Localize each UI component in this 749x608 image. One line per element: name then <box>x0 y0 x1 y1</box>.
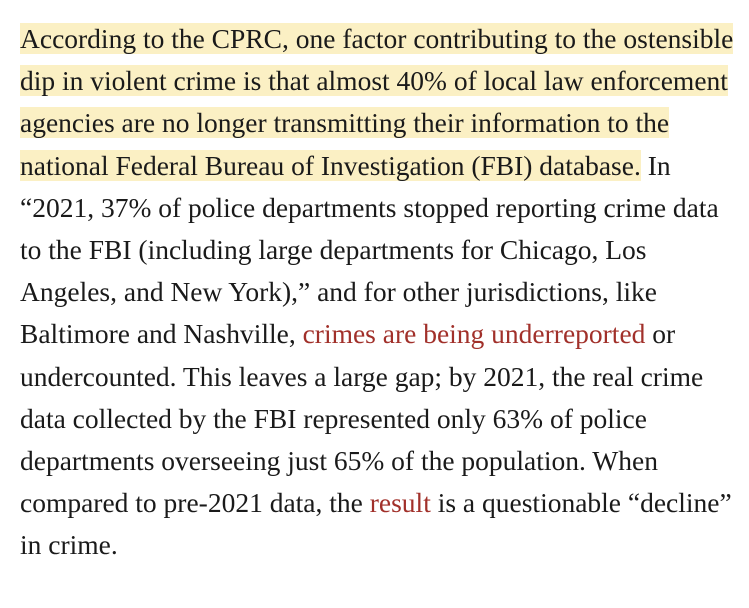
underreported-link[interactable]: crimes are being underreported <box>302 318 646 350</box>
result-link[interactable]: result <box>369 487 431 519</box>
article-paragraph: According to the CPRC, one factor contri… <box>20 18 740 567</box>
paragraph-text-3: is a questionable “decline” in crime. <box>20 487 732 561</box>
paragraph-text-1: In “2021, 37% of police departments stop… <box>20 149 719 350</box>
paragraph-text-2: or undercounted. This leaves a large gap… <box>20 318 704 519</box>
highlighted-passage[interactable]: According to the CPRC, one factor contri… <box>20 23 734 181</box>
